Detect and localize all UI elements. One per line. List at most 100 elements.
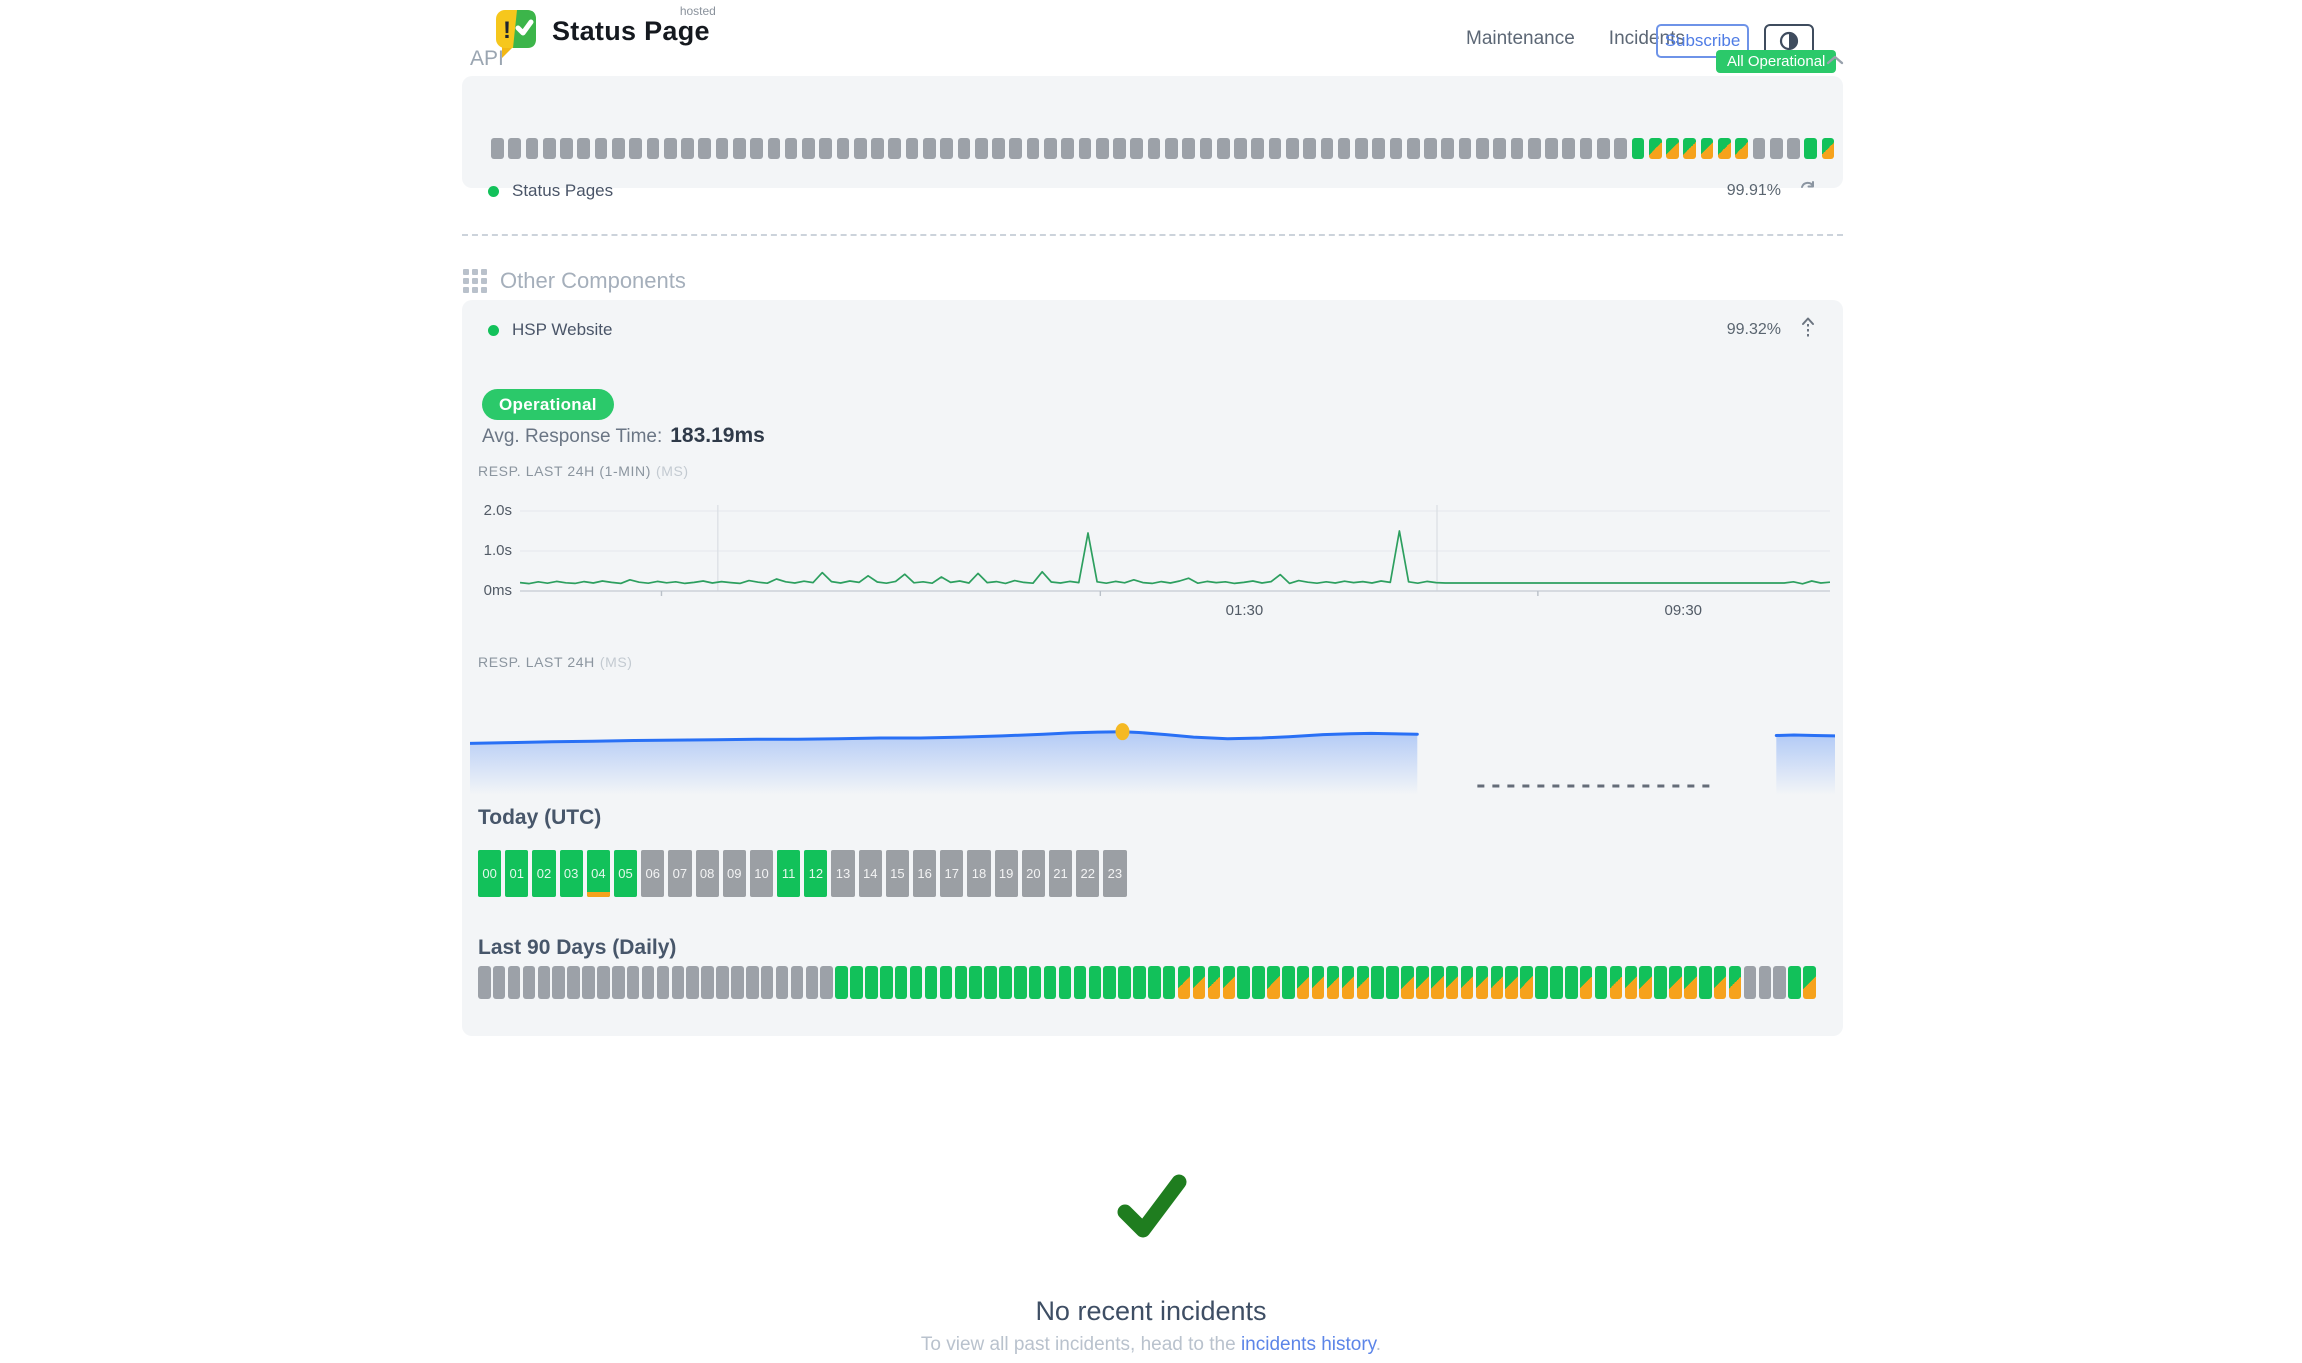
uptime-bar-mixed [1684, 966, 1697, 999]
uptime-bar-none [750, 138, 763, 159]
uptime-bar-up [1014, 966, 1027, 999]
hour-block-03: 03 [559, 850, 583, 897]
uptime-bar-up [1103, 966, 1116, 999]
uptime-bar-mixed [1267, 966, 1280, 999]
uptime-bar-none [1614, 138, 1627, 159]
collapse-chevron-icon[interactable] [1826, 54, 1844, 66]
uptime-bar-up [1631, 138, 1645, 159]
uptime-bar-none [790, 966, 804, 999]
uptime-bar-none [491, 138, 504, 159]
uptime-bar-none [1026, 138, 1040, 159]
uptime-bar-mixed [1401, 966, 1414, 999]
uptime-bar-none [1562, 138, 1576, 159]
uptime-bar-none [1216, 138, 1230, 159]
uptime-bar-mixed [1475, 966, 1489, 999]
uptime-bar-none [525, 138, 539, 159]
uptime-bar-none [492, 966, 506, 999]
y-tick: 0ms [483, 582, 512, 599]
uptime-bar-none [629, 138, 642, 159]
collapse-arrow-icon[interactable] [1801, 317, 1815, 339]
uptime-bar-none [1303, 138, 1316, 159]
uptime-bar-none [701, 966, 714, 999]
uptime-bar-up [1058, 966, 1072, 999]
uptime-bar-up [1565, 966, 1578, 999]
uptime-bar-mixed [1177, 966, 1191, 999]
refresh-icon[interactable] [1798, 179, 1817, 198]
uptime-bar-mixed [1296, 966, 1310, 999]
uptime-bar-strip [491, 138, 1835, 159]
component-uptime: 99.32% [1726, 321, 1781, 338]
uptime-bar-none [582, 966, 595, 999]
hour-block-13: 13 [831, 850, 855, 897]
uptime-bar-none [1787, 138, 1800, 159]
uptime-bar-none [940, 138, 953, 159]
uptime-bar-up [1788, 966, 1801, 999]
uptime-bar-none [567, 966, 580, 999]
subscribe-button[interactable]: Subscribe [1656, 24, 1749, 58]
uptime-bar-none [1147, 138, 1161, 159]
uptime-bar-up [1133, 966, 1146, 999]
uptime-bar-none [1510, 138, 1524, 159]
brand-logo: ! Status Page hosted [492, 4, 716, 60]
uptime-bar-none [888, 138, 902, 159]
api-card: Status Pages 99.91% [462, 76, 1843, 200]
uptime-bar-none [746, 966, 759, 999]
uptime-bar-mixed [1821, 138, 1835, 159]
uptime-bar-up [1371, 966, 1384, 999]
uptime-bar-up [969, 966, 982, 999]
uptime-bar-none [1199, 138, 1213, 159]
nav-incidents[interactable]: Incidents [1608, 28, 1685, 49]
uptime-bar-up [1654, 966, 1667, 999]
uptime-bar-mixed [1669, 966, 1682, 999]
uptime-bar-mixed [1356, 966, 1370, 999]
incidents-history-link[interactable]: incidents history [1240, 1334, 1376, 1355]
uptime-bar-mixed [1505, 966, 1518, 999]
uptime-bar-up [1804, 138, 1818, 159]
chart2-label: RESP. LAST 24H (MS) [478, 654, 633, 670]
uptime-bar-none [836, 138, 850, 159]
uptime-bar-mixed [1326, 966, 1340, 999]
uptime-bar-none [715, 138, 729, 159]
no-incidents-check [0, 1172, 2302, 1244]
uptime-bar-none [1406, 138, 1420, 159]
x-tick: 01:30 [1225, 602, 1264, 619]
uptime-bar-none [974, 138, 988, 159]
uptime-bar-none [767, 138, 781, 159]
uptime-bar-mixed [1520, 966, 1533, 999]
uptime-bar-none [537, 966, 551, 999]
hour-block-22: 22 [1076, 850, 1100, 897]
last90-title: Last 90 Days (Daily) [478, 936, 677, 959]
uptime-bar-none [611, 138, 625, 159]
uptime-bar-up [1699, 966, 1712, 999]
uptime-bar-none [1009, 138, 1023, 159]
uptime-bar-none [1597, 138, 1610, 159]
uptime-bar-none [923, 138, 936, 159]
hour-block-07: 07 [668, 850, 692, 897]
uptime-bar-up [894, 966, 908, 999]
hour-block-01: 01 [505, 850, 529, 897]
uptime-bar-none [1182, 138, 1195, 159]
brand-logo-icon: ! [496, 10, 536, 58]
nav-maintenance[interactable]: Maintenance [1466, 28, 1575, 49]
hour-block-21: 21 [1048, 850, 1073, 897]
uptime-bar-none [612, 966, 625, 999]
uptime-bar-none [542, 138, 556, 159]
uptime-bar-none [1476, 138, 1489, 159]
uptime-bar-none [1234, 138, 1247, 159]
uptime-bar-none [1545, 138, 1558, 159]
uptime-bar-none [853, 138, 867, 159]
hour-block-00: 00 [478, 850, 502, 897]
uptime-bar-none [1044, 138, 1057, 159]
chart1-label: RESP. LAST 24H (1-MIN) (MS) [478, 463, 689, 479]
uptime-bar-mixed [1416, 966, 1429, 999]
uptime-bar-up [1535, 966, 1548, 999]
component-name: HSP Website [512, 320, 613, 339]
hour-block-05: 05 [613, 850, 638, 897]
uptime-bar-none [1251, 138, 1265, 159]
uptime-bar-mixed [1222, 966, 1236, 999]
uptime-bar-none [760, 966, 774, 999]
operational-badge: Operational [482, 389, 614, 420]
hour-block-09: 09 [722, 850, 746, 897]
uptime-bar-none [1769, 138, 1783, 159]
uptime-bar-none [508, 138, 521, 159]
